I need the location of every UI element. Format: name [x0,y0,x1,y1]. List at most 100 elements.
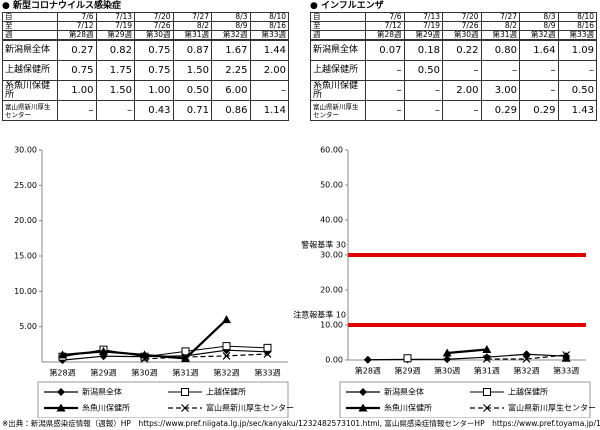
table-cell: 0.86 [211,100,251,121]
data-row: 新潟県全体 0.07 0.18 0.22 0.80 1.64 1.09 [310,39,597,61]
legend-label: 上越保健所 [508,387,548,397]
x-tick-label: 第31週 [172,368,198,378]
y-tick-label: 30.00 [320,251,343,260]
data-row: 糸魚川保健所 1.00 1.50 1.00 0.50 6.00– [2,80,289,101]
y-tick-label: 20.00 [320,286,343,295]
legend-box [37,381,289,418]
footnote: ※出典：新潟県感染症情報（週報）HP https://www.pref.niig… [2,419,600,428]
y-tick-label: 5.00 [19,322,37,331]
marker [140,355,149,363]
x-tick-label: 第33週 [254,368,280,378]
marker [483,388,491,396]
y-tick-label: 50.00 [320,181,343,190]
x-tick-label: 第30週 [131,368,157,378]
marker [57,388,65,396]
table-cell: 富山県新川厚生センター [310,100,366,121]
table-cell: 第33週 [557,30,597,41]
x-tick-label: 第32週 [513,366,539,376]
covid-table: 自 7/6 7/13 7/20 7/27 8/3 8/10 至 7/12 7/19 7/26 8/2 8… [2,12,289,121]
x-tick-label: 第29週 [90,368,116,378]
series-line [367,353,567,361]
x-tick-label: 第33週 [553,366,579,376]
table-title: ● 新型コロナウイルス感染症 [2,1,121,11]
marker [263,350,272,358]
marker [562,351,571,359]
y-tick-label: 0.00 [325,356,343,365]
legend-box [339,381,591,418]
table-cell: 8/16 [557,21,597,31]
marker [442,348,452,357]
marker [181,388,189,396]
table-cell: 第28週 [57,30,97,41]
marker [56,403,66,412]
y-tick-label: 25.00 [14,181,37,190]
data-row: 上越保健所 –0.50– – – – [310,60,597,81]
header-row: 至 7/12 7/19 7/26 8/2 8/9 8/16 [2,21,289,31]
marker [359,388,367,396]
y-tick-label: 10.00 [14,287,37,296]
legend-label: 富山県新川厚生センター [508,403,596,413]
y-tick-label: 40.00 [320,216,343,225]
series-line [144,353,268,360]
legend-label: 新潟県全体 [82,387,122,397]
marker [561,353,571,362]
table-cell: – [403,100,443,121]
marker [358,403,368,412]
table-cell: 至 [2,21,58,31]
series-line [62,345,268,358]
table-cell: – [57,100,97,121]
table-cell: 週 [2,30,58,41]
marker [522,350,531,359]
legend-label: 上越保健所 [206,387,246,397]
marker [222,315,231,324]
marker [482,355,491,363]
table-cell: – [557,60,597,81]
header-row: 週第28週 第29週 第30週 第31週 第32週 第33週 [2,30,289,41]
header-row: 週第28週 第29週 第30週 第31週 第32週 第33週 [310,30,597,41]
legend-label: 糸魚川保健所 [384,403,432,413]
marker [222,351,231,360]
charts: 5.00 10.00 15.00 20.00 25.00 30.00 第28週 第29週 第30… [14,146,596,418]
table-cell: 0.29 [480,100,520,121]
data-row: 富山県新川厚生センター – – –0.29 0.29 1.43 [310,100,597,121]
threshold-label: 注意報基準 10 [293,310,346,320]
x-tick-label: 第31週 [474,366,500,376]
x-tick-label: 第28週 [49,368,75,378]
y-tick-label: 20.00 [14,216,37,225]
x-tick-label: 第28週 [355,366,381,376]
marker [263,343,272,352]
table-cell: 1.14 [249,100,289,121]
marker [181,353,190,361]
legend-label: 糸魚川保健所 [82,403,130,413]
marker [482,345,492,353]
marker [443,355,452,364]
table-cell: 7/12 [57,21,97,31]
table-cell: 富山県新川厚生センター [2,100,58,121]
data-row: 新潟県全体 0.27 0.82 0.75 0.87 1.67 1.44 [2,39,289,61]
data-row: 上越保健所 0.75 1.75 0.75 1.50 2.25 2.00 [2,60,289,81]
marker [522,355,531,363]
y-tick-label: 10.00 [320,321,343,330]
marker [483,404,491,412]
marker [222,342,231,351]
flu-table: 自 7/6 7/13 7/20 7/27 8/3 8/10 至 7/12 7/19 7/26 8/2 8… [310,12,597,121]
marker [363,355,372,364]
table-cell: 第33週 [249,30,289,41]
table-cell: 週 [310,30,366,41]
legend-label: 新潟県全体 [384,387,424,397]
marker [58,350,67,359]
covid-table-block: ● 新型コロナウイルス感染症 自 7/6 7/13 7/20 7/27 8/3 8/10 至 7… [2,1,289,121]
flu-table-block: ● インフルエンザ 自 7/6 7/13 7/20 7/27 8/3 8/10 至 7/12 7/… [310,1,597,121]
table-title: ● インフルエンザ [310,1,384,11]
data-row: 富山県新川厚生センター – –0.43 0.71 0.86 1.14 [2,100,289,121]
table-cell: 至 [310,21,366,31]
marker [181,404,189,412]
x-tick-label: 第32週 [213,368,239,378]
series-line [486,354,567,360]
marker [99,346,108,355]
y-tick-label: 60.00 [320,146,343,155]
data-row: 糸魚川保健所 – –2.00 3.00–0.50 [310,80,597,101]
y-tick-label: 30.00 [14,146,37,155]
x-tick-label: 第30週 [434,366,460,376]
